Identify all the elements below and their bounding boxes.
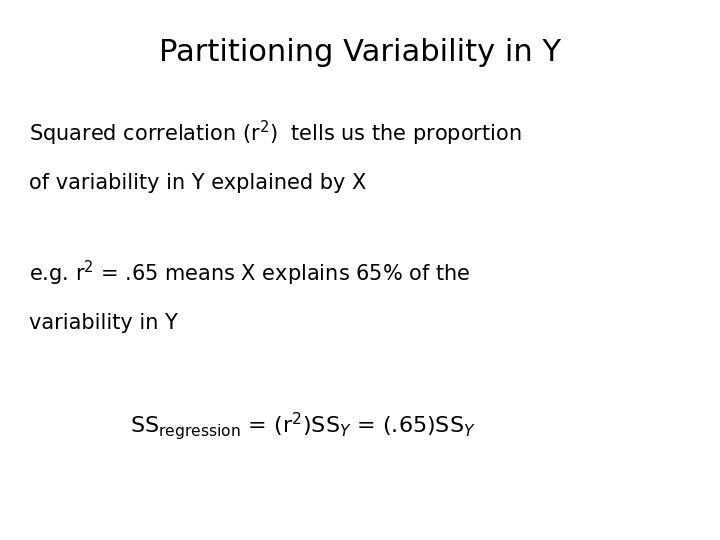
Text: of variability in Y explained by X: of variability in Y explained by X: [29, 173, 366, 193]
Text: variability in Y: variability in Y: [29, 313, 178, 333]
Text: e.g. r$^{2}$ = .65 means X explains 65% of the: e.g. r$^{2}$ = .65 means X explains 65% …: [29, 259, 470, 288]
Text: Squared correlation (r$^{2}$)  tells us the proportion: Squared correlation (r$^{2}$) tells us t…: [29, 119, 521, 148]
Text: SS$_{\mathrm{regression}}$ = (r$^{2}$)SS$_{Y}$ = (.65)SS$_{Y}$: SS$_{\mathrm{regression}}$ = (r$^{2}$)SS…: [130, 410, 475, 442]
Text: Partitioning Variability in Y: Partitioning Variability in Y: [159, 38, 561, 67]
